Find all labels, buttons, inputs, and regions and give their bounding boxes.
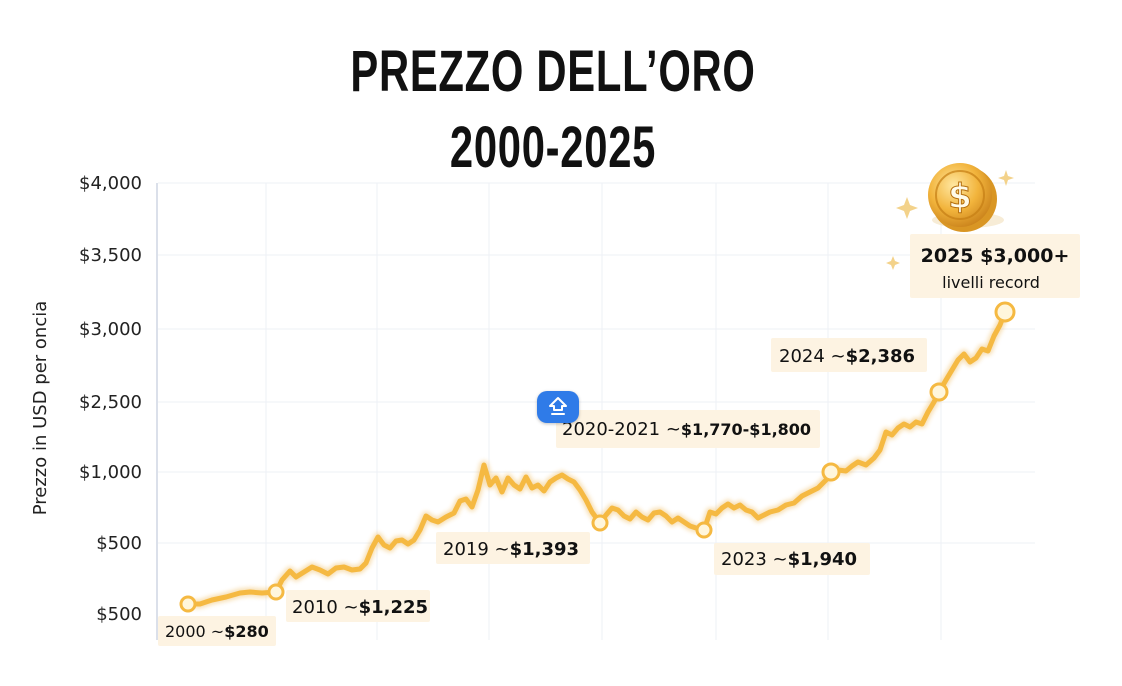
y-tick-label: $1,000 [79, 462, 142, 483]
annotation-bg-2010 [286, 590, 430, 622]
annotation-bg-2000 [158, 616, 276, 646]
marker-2024 [929, 382, 949, 402]
annotation-2020-2021: 2020-2021 ~$1,770-$1,800 [562, 419, 811, 440]
y-tick-label: $500 [96, 604, 142, 625]
annotation-bg-2024 [771, 338, 927, 372]
upload-button[interactable] [537, 391, 579, 423]
annotation-2023-year: 2023 ~ [721, 549, 788, 570]
annotation-2024-year: 2024 ~ [779, 346, 846, 367]
annotation-2000: 2000 ~$280 [165, 622, 269, 641]
share-upload-icon [549, 397, 567, 415]
annotation-2023-value: $1,940 [788, 549, 857, 570]
gold-coin-icon: $ [928, 163, 1004, 232]
annotation-2025-sub: livelli record [942, 273, 1040, 292]
annotation-2020-value: $1,770-$1,800 [681, 420, 811, 439]
annotation-2019: 2019 ~$1,393 [443, 539, 579, 560]
annotation-bg-2023 [714, 543, 870, 575]
marker-2020 [821, 462, 841, 482]
annotations: 2000 ~$280 2010 ~$1,225 2019 ~$1,393 202… [165, 245, 1069, 641]
data-markers [179, 301, 1016, 613]
sparkle-icon [886, 170, 1014, 270]
annotation-bg-2025 [910, 234, 1080, 298]
annotation-2000-year: 2000 ~ [165, 622, 224, 641]
annotation-2010-year: 2010 ~ [292, 597, 359, 618]
svg-text:$: $ [948, 177, 972, 217]
y-tick-label: $4,000 [79, 173, 142, 194]
annotation-2024-value: $2,386 [846, 346, 915, 367]
chart-title-line1: PREZZO DELL’ORO [350, 39, 756, 104]
y-tick-label: $2,500 [79, 392, 142, 413]
annotation-2000-value: $280 [224, 622, 269, 641]
y-tick-label: $500 [96, 533, 142, 554]
annotation-2025-year: 2025 [921, 245, 981, 267]
y-axis-label: Prezzo in USD per oncia [30, 301, 51, 516]
annotation-2023: 2023 ~$1,940 [721, 549, 857, 570]
annotation-2010: 2010 ~$1,225 [292, 597, 428, 618]
marker-2019 [591, 514, 609, 532]
annotation-2024: 2024 ~$2,386 [779, 346, 915, 367]
annotation-backgrounds [158, 234, 1080, 646]
y-tick-label: $3,000 [79, 319, 142, 340]
annotation-bg-2020 [556, 410, 820, 448]
annotation-bg-2019 [436, 532, 590, 564]
annotation-2025-value: $3,000+ [980, 245, 1069, 267]
price-series [183, 307, 1010, 609]
annotation-2019-value: $1,393 [510, 539, 579, 560]
marker-2025 [994, 301, 1016, 323]
annotation-2025: 2025 $3,000+ [921, 245, 1070, 267]
annotation-2020-year: 2020-2021 ~ [562, 419, 681, 440]
annotation-2019-year: 2019 ~ [443, 539, 510, 560]
y-tick-label: $3,500 [79, 245, 142, 266]
annotation-2010-value: $1,225 [359, 597, 428, 618]
series-line [185, 309, 1008, 607]
marker-2010 [267, 583, 285, 601]
marker-2000 [179, 595, 197, 613]
y-axis-ticks: $4,000 $3,500 $3,000 $2,500 $1,000 $500 … [79, 173, 142, 625]
chart-title-line2: 2000-2025 [449, 115, 657, 180]
marker-2023 [695, 521, 713, 539]
